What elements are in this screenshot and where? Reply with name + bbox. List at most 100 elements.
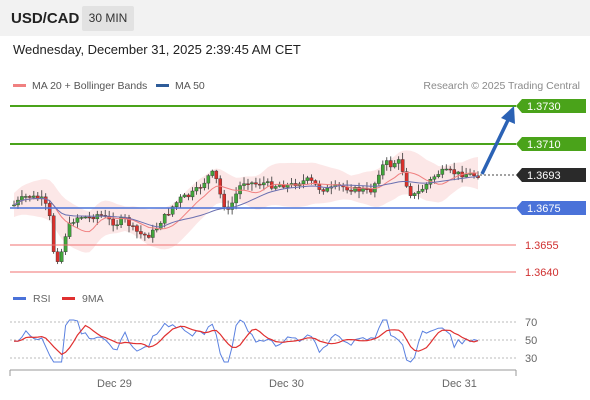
candle-body — [162, 213, 167, 224]
candle-body — [420, 188, 425, 192]
candle-body — [392, 163, 397, 168]
candle-body — [20, 196, 24, 201]
support-2-value: 1.3640 — [525, 267, 559, 279]
x-label-dec29: Dec 29 — [97, 378, 132, 390]
candlesticks — [12, 152, 480, 265]
candle-body — [202, 182, 207, 189]
ma9-legend-label: 9MA — [82, 293, 104, 305]
candle-body — [325, 187, 330, 192]
x-label-dec31: Dec 31 — [442, 378, 477, 390]
candle-body — [432, 176, 437, 180]
candle-body — [47, 203, 52, 217]
legend-ma50-label: MA 50 — [175, 80, 205, 92]
candle-body — [273, 186, 278, 189]
ma20-line — [13, 171, 479, 233]
pivot-label: 1.3675 — [516, 201, 586, 215]
rsi-tick-30: 30 — [525, 353, 537, 365]
candle-body — [452, 169, 457, 175]
candle-body — [408, 186, 413, 196]
candle-body — [448, 168, 453, 171]
rsi-legend-label: RSI — [33, 293, 51, 305]
candle-body — [206, 175, 211, 184]
candle-body — [186, 194, 191, 198]
candle-body — [151, 229, 155, 238]
candle-body — [158, 223, 163, 230]
candle-body — [369, 188, 373, 193]
ma9-swatch — [62, 297, 75, 300]
legend-ma50: MA 50 — [156, 80, 205, 92]
rsi-swatch — [13, 297, 26, 300]
candle-body — [194, 187, 199, 192]
candle-body — [242, 183, 246, 186]
candle-body — [214, 170, 219, 179]
candle-body — [309, 177, 314, 181]
candle-body — [139, 231, 143, 235]
candle-body — [404, 171, 409, 187]
candle-body — [59, 251, 64, 262]
resistance-1-value: 1.3710 — [527, 139, 561, 151]
candle-body — [424, 184, 429, 190]
current-price-value: 1.3693 — [527, 170, 561, 182]
candle-body — [210, 170, 215, 176]
candle-body — [472, 173, 476, 176]
candle-body — [258, 183, 262, 186]
legend-ma20: MA 20 + Bollinger Bands — [13, 80, 147, 92]
rsi-tick-70: 70 — [525, 317, 537, 329]
candle-body — [349, 189, 353, 192]
candle-body — [115, 224, 119, 227]
candle-body — [154, 228, 159, 231]
resistance-2-label: 1.3730 — [516, 99, 586, 113]
legend-ma20-label: MA 20 + Bollinger Bands — [32, 80, 148, 92]
candle-body — [32, 195, 36, 198]
candle-body — [143, 233, 147, 236]
candle-body — [170, 206, 175, 215]
candle-body — [198, 187, 203, 189]
candle-body — [361, 188, 365, 192]
candle-body — [174, 202, 179, 208]
candle-body — [400, 159, 405, 172]
legend-ma50-swatch — [156, 83, 169, 87]
candle-body — [182, 194, 187, 198]
candle-body — [127, 217, 131, 226]
bollinger-bands — [14, 150, 478, 253]
candle-body — [246, 183, 250, 185]
candle-body — [234, 193, 238, 204]
candle-body — [388, 160, 393, 168]
candle-body — [396, 159, 401, 164]
ma9-line — [13, 324, 479, 356]
candle-body — [222, 193, 226, 208]
candle-body — [135, 225, 139, 232]
candle-body — [313, 180, 318, 185]
candle-body — [440, 168, 445, 175]
forecast-arrow-head — [501, 106, 515, 124]
candle-body — [166, 213, 171, 216]
candle-body — [91, 217, 96, 220]
candle-body — [412, 193, 417, 196]
candle-body — [353, 187, 357, 192]
candle-body — [305, 177, 310, 181]
candle-body — [357, 187, 361, 192]
candle-body — [456, 171, 460, 175]
candle-body — [381, 164, 385, 176]
ma50-line — [13, 175, 479, 228]
candle-body — [99, 214, 104, 216]
candle-body — [51, 215, 56, 252]
candle-body — [12, 204, 16, 207]
candle-body — [464, 174, 468, 178]
support-1-value: 1.3655 — [525, 240, 559, 252]
candle-body — [384, 160, 389, 165]
candle-body — [83, 216, 88, 219]
candle-body — [178, 196, 183, 203]
timeframe-button[interactable]: 30 MIN — [82, 6, 134, 31]
candle-body — [67, 222, 72, 237]
candle-body — [250, 182, 254, 185]
legend-ma20-swatch — [13, 83, 26, 87]
candle-body — [131, 225, 135, 227]
rsi-line — [13, 319, 479, 363]
resistance-2-value: 1.3730 — [527, 101, 561, 113]
candle-body — [147, 234, 151, 238]
candle-body — [444, 168, 449, 171]
candle-body — [79, 217, 84, 219]
pivot-value: 1.3675 — [527, 203, 561, 215]
